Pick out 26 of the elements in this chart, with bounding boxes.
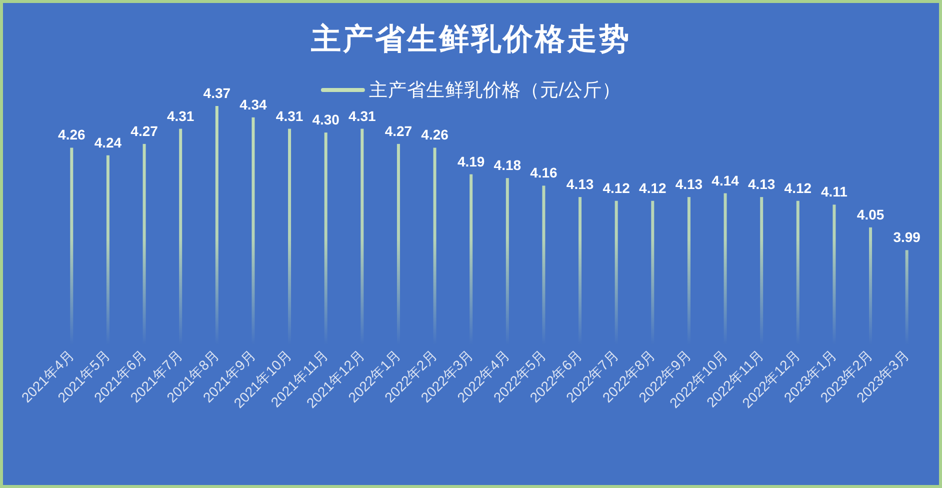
data-label: 4.34	[240, 96, 267, 112]
data-label: 4.11	[820, 184, 848, 200]
data-label: 4.13	[566, 176, 594, 192]
data-label: 3.99	[893, 229, 920, 246]
legend-label: 主产省生鲜乳价格（元/公斤）	[368, 79, 622, 100]
data-label: 4.31	[276, 108, 304, 124]
data-label: 4.26	[421, 126, 448, 143]
data-label: 4.31	[166, 108, 194, 124]
data-label: 4.16	[530, 164, 558, 181]
data-label: 4.12	[784, 180, 812, 196]
data-label: 4.13	[675, 176, 703, 192]
data-label: 4.12	[602, 180, 630, 196]
data-label: 4.12	[639, 180, 666, 196]
data-label: 4.27	[384, 122, 412, 139]
data-label: 4.27	[130, 122, 158, 139]
data-label: 4.31	[348, 108, 376, 124]
data-label: 4.13	[748, 176, 776, 192]
data-label: 4.30	[312, 112, 340, 128]
data-label: 4.24	[94, 134, 122, 150]
data-label: 4.14	[712, 172, 739, 188]
data-label: 4.37	[203, 85, 231, 101]
title: 主产省生鲜乳价格走势	[311, 23, 631, 56]
data-label: 4.05	[856, 206, 884, 222]
data-label: 4.18	[494, 157, 522, 174]
data-label: 4.19	[457, 153, 485, 170]
data-label: 4.26	[58, 126, 86, 143]
